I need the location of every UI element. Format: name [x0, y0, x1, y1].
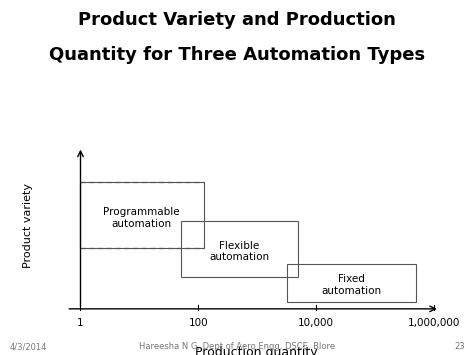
Text: 23: 23 [454, 343, 465, 351]
Text: 100: 100 [189, 318, 208, 328]
Bar [81, 182, 204, 248]
Text: Hareesha N G, Dept of Aero Engg, DSCE, Blore: Hareesha N G, Dept of Aero Engg, DSCE, B… [139, 343, 335, 351]
Text: Production quantity: Production quantity [195, 345, 317, 355]
Text: Quantity for Three Automation Types: Quantity for Three Automation Types [49, 46, 425, 64]
Bar [181, 222, 298, 277]
Text: 10,000: 10,000 [298, 318, 334, 328]
Bar [287, 264, 416, 302]
Text: Product variety: Product variety [23, 183, 34, 268]
Text: 4/3/2014: 4/3/2014 [9, 343, 47, 351]
Text: Programmable
automation: Programmable automation [103, 207, 180, 229]
Text: 1,000,000: 1,000,000 [408, 318, 460, 328]
Text: 1: 1 [77, 318, 84, 328]
Text: Product Variety and Production: Product Variety and Production [78, 11, 396, 29]
Text: Fixed
automation: Fixed automation [321, 274, 382, 296]
Text: Flexible
automation: Flexible automation [210, 241, 270, 262]
